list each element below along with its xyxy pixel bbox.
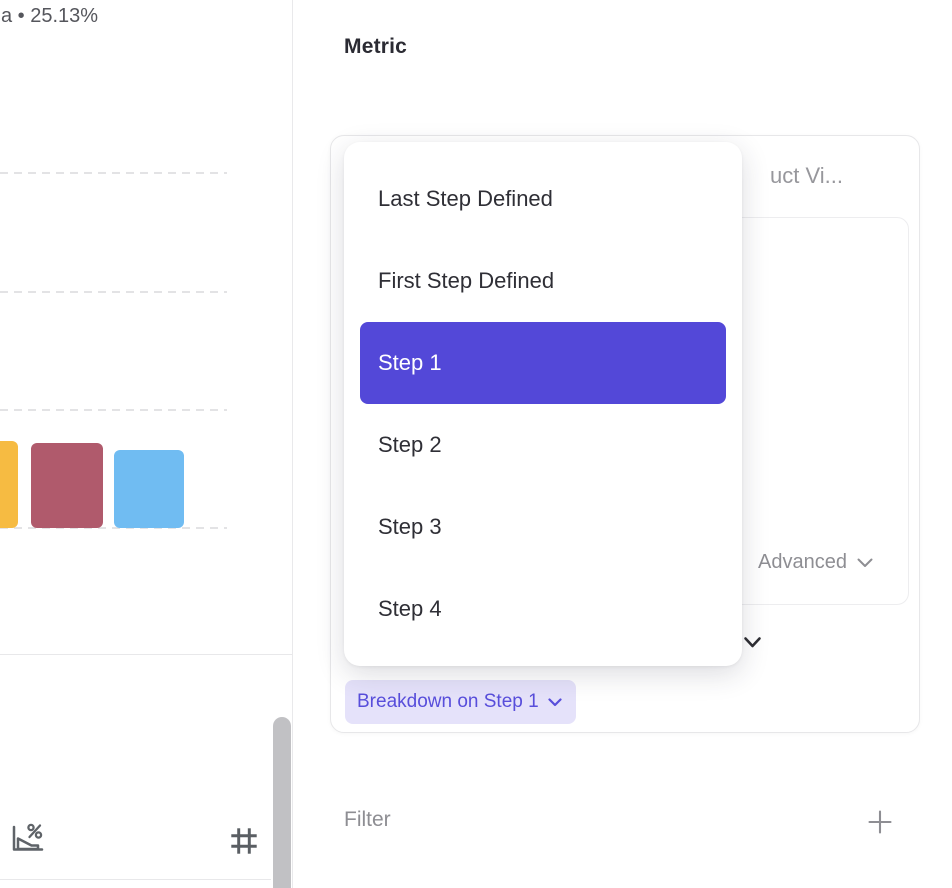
dropdown-option-first-step-defined[interactable]: First Step Defined	[378, 268, 555, 293]
gridline	[0, 527, 227, 529]
advanced-label: Advanced	[758, 551, 847, 573]
conversion-chart-icon[interactable]	[5, 818, 45, 858]
metric-editor-panel: Metric uct Vi... Advanced Breakdown on S…	[293, 0, 952, 888]
dropdown-option-step-4[interactable]: Step 4	[378, 596, 442, 621]
dropdown-option-step-3[interactable]: Step 3	[378, 514, 442, 539]
gridline	[0, 172, 227, 174]
panel-section-divider	[0, 654, 292, 655]
chevron-down-icon	[548, 697, 562, 707]
step-dropdown-menu: Last Step Defined First Step Defined Step …	[344, 142, 742, 666]
dropdown-option-last-step-defined[interactable]: Last Step Defined	[378, 186, 553, 211]
dropdown-option-step-1[interactable]: Step 1	[360, 322, 726, 404]
metric-section-title: Metric	[344, 35, 408, 58]
totals-grid-icon[interactable]	[226, 823, 262, 859]
dropdown-option-step-2[interactable]: Step 2	[378, 432, 442, 457]
vertical-scrollbar[interactable]	[273, 717, 291, 888]
chart-bar	[114, 450, 184, 528]
breakdown-label: Breakdown on Step 1	[357, 691, 539, 712]
event-name-label[interactable]: uct Vi...	[770, 163, 843, 188]
legend-label: a • 25.13%	[1, 5, 99, 27]
breakdown-on-step-button[interactable]: Breakdown on Step 1	[345, 680, 576, 724]
advanced-toggle[interactable]: Advanced	[758, 551, 873, 574]
chart-preview-panel: a • 25.13%	[0, 0, 293, 888]
chart-bar	[0, 441, 18, 528]
gridline	[0, 409, 227, 411]
chevron-down-icon	[857, 558, 873, 568]
footer-divider	[0, 879, 271, 880]
add-filter-button[interactable]	[866, 808, 894, 836]
chart-bar	[31, 443, 103, 528]
expand-card-chevron-icon[interactable]	[743, 636, 762, 650]
gridline	[0, 291, 227, 293]
filter-section-title: Filter	[344, 808, 391, 831]
